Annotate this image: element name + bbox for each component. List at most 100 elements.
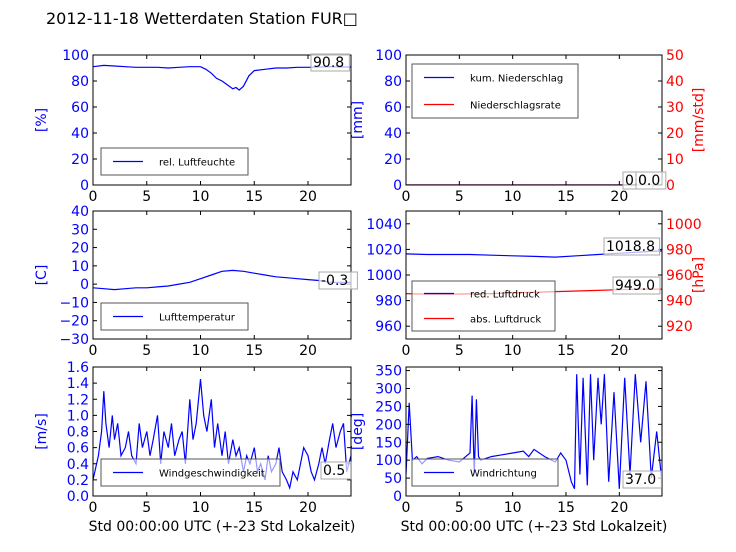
y-tick-label-right: 920 <box>666 319 693 335</box>
legend: kum. Niederschlag Niederschlagsrate <box>411 63 579 119</box>
y-tick-label: 20 <box>384 152 402 168</box>
y-tick-label: −10 <box>59 295 89 311</box>
y-tick-label: 100 <box>375 453 402 469</box>
x-tick-label: 5 <box>455 500 464 516</box>
y-axis-label: [%] <box>34 108 50 132</box>
value-box-label: 90.8 <box>313 55 344 71</box>
x-tick-label: 20 <box>610 343 628 359</box>
y-tick-label: 300 <box>375 382 402 398</box>
y-tick-label: 1000 <box>366 268 402 284</box>
y-tick-label-right: 30 <box>666 100 684 116</box>
y-tick-label: 960 <box>375 319 402 335</box>
value-box-label: 949.0 <box>615 278 655 294</box>
y-tick-label: 0.4 <box>67 457 89 473</box>
value-box-frame <box>318 271 358 290</box>
legend: Windgeschwindigkeit <box>100 458 281 487</box>
x-tick-label: 0 <box>402 189 411 205</box>
x-tick-label: 20 <box>299 343 317 359</box>
y-tick-label-right: 960 <box>666 268 693 284</box>
y-tick-label-right: 0 <box>666 178 675 194</box>
y-tick-label: 350 <box>375 364 402 380</box>
y-tick-label: 0.0 <box>67 489 89 505</box>
x-tick-label: 15 <box>557 343 575 359</box>
legend: rel. Luftfeuchte <box>100 147 249 176</box>
y-tick-label-right: 1000 <box>666 217 702 233</box>
plot-frame <box>405 366 663 497</box>
chart-panel-wind_speed: 0 5 10 15 20 0.00.20.40.60.81.01.21.41.6 [m/s]… <box>34 360 355 535</box>
x-tick-label: 15 <box>245 343 263 359</box>
x-tick-label: 10 <box>504 500 522 516</box>
legend: Lufttemperatur <box>100 302 249 331</box>
x-tick-label: 5 <box>142 343 151 359</box>
y-tick-label: 1.0 <box>67 408 89 424</box>
y-tick-label: 0.2 <box>67 473 89 489</box>
y-tick-label: 40 <box>384 126 402 142</box>
y-tick-label: 0 <box>393 489 402 505</box>
y-tick-label: 60 <box>384 100 402 116</box>
x-tick-label: 10 <box>192 343 210 359</box>
x-tick-label: 0 <box>402 500 411 516</box>
y-tick-label: 1040 <box>366 217 402 233</box>
x-tick-label: 0 <box>89 189 98 205</box>
y-tick-label: 0.6 <box>67 441 89 457</box>
x-tick-label: 20 <box>299 500 317 516</box>
value-box-frame <box>635 171 667 190</box>
x-tick-label: 10 <box>504 343 522 359</box>
legend-frame <box>411 280 556 332</box>
x-tick-label: 10 <box>192 500 210 516</box>
value-box-frame <box>603 237 661 256</box>
legend-label: Niederschlagsrate <box>470 101 561 112</box>
y-tick-label: −30 <box>59 332 89 348</box>
legend-frame <box>411 458 559 487</box>
value-box-label: 1018.8 <box>606 239 655 255</box>
x-tick-label: 10 <box>192 189 210 205</box>
legend-label: rel. Luftfeuchte <box>159 158 235 169</box>
legend-label: kum. Niederschlag <box>470 74 563 85</box>
y-tick-label-right: 940 <box>666 294 693 310</box>
legend-label: red. Luftdruck <box>470 290 540 301</box>
y-tick-label: 20 <box>71 152 89 168</box>
chart-panel-humidity: 0 5 10 15 20 0 20 40 60 80 100 [%] rel. Luftfeuchte 9… <box>34 48 352 205</box>
y-tick-label: 250 <box>375 399 402 415</box>
chart-panel-temperature: 0 5 10 15 20 −30 −20 −10 0 10 20 30 40 [C] Lufttempera… <box>34 204 358 359</box>
y-tick-label: 80 <box>384 74 402 90</box>
page-title: 2012-11-18 Wetterdaten Station FUR□ <box>46 9 358 28</box>
y-tick-label-right: 980 <box>666 242 693 258</box>
y-tick-label: 1.4 <box>67 376 89 392</box>
y-tick-label: 50 <box>384 471 402 487</box>
y-axis-label: [mm] <box>350 101 366 139</box>
x-tick-label: 0 <box>402 343 411 359</box>
y-tick-label: 80 <box>71 74 89 90</box>
legend: red. Luftdruck abs. Luftdruck <box>411 280 556 332</box>
y-axis-label: [C] <box>34 265 50 286</box>
legend-label: Windrichtung <box>470 469 537 480</box>
legend-label: Lufttemperatur <box>159 313 236 324</box>
y-tick-label: 60 <box>71 100 89 116</box>
y-tick-label: 20 <box>71 241 89 257</box>
y-tick-label: 980 <box>375 294 402 310</box>
value-box-label: 37.0 <box>625 472 656 488</box>
y-tick-label: 0 <box>80 277 89 293</box>
x-tick-label: 15 <box>245 189 263 205</box>
y-tick-label: 100 <box>62 48 89 64</box>
y-axis-label: [deg] <box>350 413 366 450</box>
y-tick-label-right: 20 <box>666 126 684 142</box>
plot-frame <box>405 54 663 186</box>
value-box-frame <box>320 461 352 480</box>
x-tick-label: 10 <box>504 189 522 205</box>
y-axis-label: [m/s] <box>34 413 50 450</box>
y-tick-label: 1020 <box>366 242 402 258</box>
y-tick-label: 40 <box>71 204 89 220</box>
y-tick-label: 200 <box>375 417 402 433</box>
x-tick-label: 20 <box>610 189 628 205</box>
y-tick-label: 0 <box>393 178 402 194</box>
x-axis-label: Std 00:00:00 UTC (+-23 Std Lokalzeit) <box>89 519 356 535</box>
x-tick-label: 5 <box>142 500 151 516</box>
series-line-humidity-0 <box>93 64 351 91</box>
x-tick-label: 5 <box>455 343 464 359</box>
x-tick-label: 20 <box>299 189 317 205</box>
y-tick-label: 10 <box>71 259 89 275</box>
y-tick-label: 1.2 <box>67 392 89 408</box>
